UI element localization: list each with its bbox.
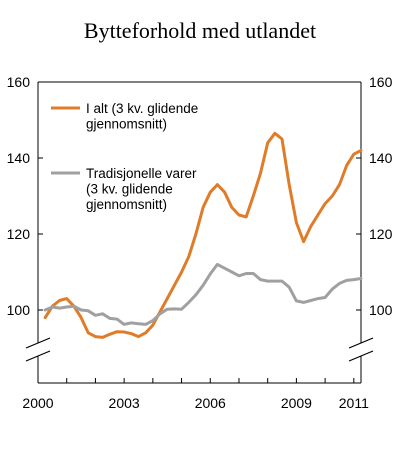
axis-break-mark	[25, 350, 51, 362]
series-lines	[43, 131, 363, 339]
x-tick-label: 2011	[339, 395, 369, 411]
y-tick-label-left: 140	[7, 150, 31, 166]
axis-break-mark	[348, 337, 374, 349]
y-tick-label-right: 120	[369, 226, 393, 242]
y-tick-label-left: 120	[7, 226, 31, 242]
series-line-i-alt	[43, 131, 363, 339]
y-tick-label-right: 160	[369, 74, 393, 90]
x-tick-label: 2003	[109, 395, 140, 411]
tick-labels: 100 100 120 120 140 140 160 160 2000 2003 2006 2009…	[7, 74, 393, 411]
x-tick-label: 2009	[281, 395, 312, 411]
legend-label-line: gjennomsnitt)	[86, 197, 167, 212]
y-tick-label-right: 140	[369, 150, 393, 166]
series-line-tradisjonelle	[43, 262, 363, 326]
axis-break-gap	[35, 343, 41, 356]
x-tick-label: 2000	[22, 395, 53, 411]
legend-label-line: Tradisjonelle varer	[86, 166, 197, 181]
legend-label-line: gjennomsnitt)	[86, 117, 167, 132]
x-tick-label: 2006	[195, 395, 226, 411]
axes	[25, 81, 374, 384]
axis-break-gap	[358, 343, 364, 356]
y-tick-label-right: 100	[369, 302, 393, 318]
chart-title: Bytteforhold med utlandet	[83, 18, 317, 43]
y-tick-label-left: 160	[7, 74, 31, 90]
axis-break-mark	[348, 350, 374, 362]
legend-label-line: (3 kv. glidende	[86, 182, 173, 197]
y-tick-label-left: 100	[7, 302, 31, 318]
legend-label-line: I alt (3 kv. glidende	[86, 101, 198, 116]
legend: I alt (3 kv. glidendegjennomsnitt)Tradis…	[51, 101, 198, 212]
axis-break-mark	[25, 337, 51, 349]
